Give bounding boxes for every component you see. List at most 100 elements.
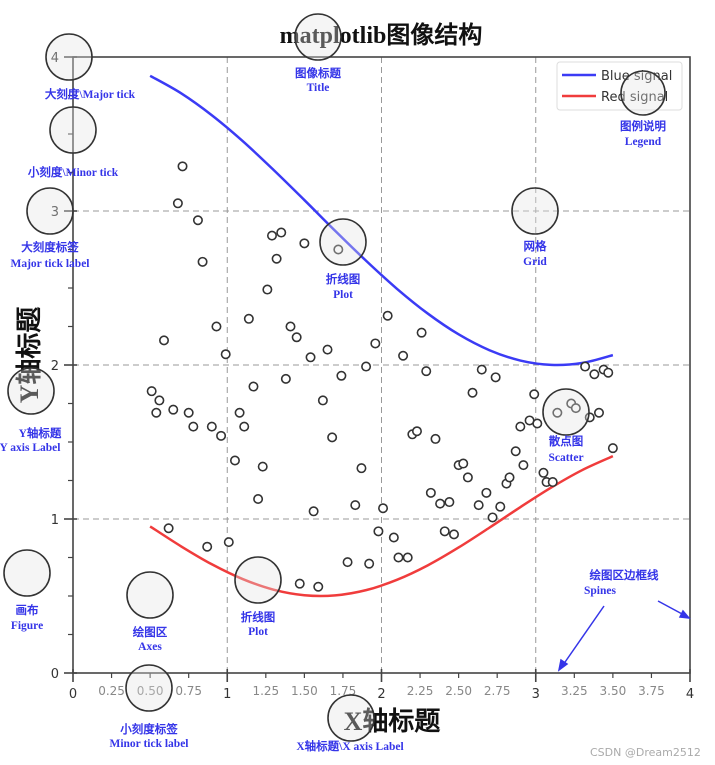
x-minor-tick-label: 3.50 xyxy=(600,684,627,698)
scatter-point xyxy=(435,498,446,509)
scatter-point xyxy=(163,523,174,534)
scatter-point xyxy=(430,433,441,444)
scatter-point xyxy=(589,369,600,380)
scatter-point xyxy=(364,558,375,569)
y-major-tick-label: 0 xyxy=(51,667,59,682)
x-minor-tick-label: 1.25 xyxy=(252,684,279,698)
scatter-annotation-en: Scatter xyxy=(548,452,583,464)
red-signal-line xyxy=(149,455,614,598)
scatter-point xyxy=(146,386,157,397)
scatter-point xyxy=(448,529,459,540)
chart-title: matplotlib图像结构 xyxy=(280,21,483,49)
scatter-point xyxy=(220,349,231,360)
scatter-point xyxy=(327,432,338,443)
ylabel-marker xyxy=(7,367,55,415)
plot-annotation-cn-2: 折线图 xyxy=(241,610,276,624)
scatter-point xyxy=(356,463,367,474)
x-minor-tick-label: 0.75 xyxy=(175,684,202,698)
scatter-point xyxy=(291,332,302,343)
axes-spines xyxy=(72,56,691,674)
ylabel-annotation-cn: Y轴标题 xyxy=(19,426,62,440)
scatter-point xyxy=(458,458,469,469)
scatter-point xyxy=(151,407,162,418)
scatter-point xyxy=(552,407,563,418)
scatter-point xyxy=(172,198,183,209)
scatter-point xyxy=(388,532,399,543)
scatter-point xyxy=(462,472,473,483)
scatter-point xyxy=(239,421,250,432)
scatter-point xyxy=(393,552,404,563)
legend-marker xyxy=(620,70,666,116)
axes-annotation-cn: 绘图区 xyxy=(133,625,168,639)
y-major-tick-label: 4 xyxy=(51,51,59,66)
y-major-tick-label: 2 xyxy=(51,359,59,374)
scatter-point xyxy=(411,426,422,437)
scatter-point xyxy=(467,387,478,398)
scatter-point xyxy=(361,361,372,372)
scatter-point xyxy=(382,310,393,321)
legend-red-label: Red signal xyxy=(601,90,668,105)
figure-marker xyxy=(3,549,51,597)
scatter-point xyxy=(607,443,618,454)
scatter-point xyxy=(223,537,234,548)
scatter-point xyxy=(313,581,324,592)
scatter-point xyxy=(518,460,529,471)
scatter-point xyxy=(253,493,264,504)
scatter-point xyxy=(490,372,501,383)
major-tick-label-marker xyxy=(26,187,74,235)
scatter-point xyxy=(188,421,199,432)
minor-tick-label-annotation-en: Minor tick label xyxy=(109,738,188,750)
x-minor-tick-label: 0.50 xyxy=(137,684,164,698)
grid-marker xyxy=(511,187,559,235)
legend: Blue signal Red signal xyxy=(556,61,683,111)
scatter-point xyxy=(473,500,484,511)
scatter-point xyxy=(476,364,487,375)
scatter-point xyxy=(248,381,259,392)
scatter-point xyxy=(177,161,188,172)
minor-tick-label-annotation-cn: 小刻度标签 xyxy=(119,722,178,736)
spines-annotation-en: Spines xyxy=(584,585,616,597)
grid-annotation-cn: 网格 xyxy=(524,239,547,253)
title-annotation-cn: 图像标题 xyxy=(295,66,341,80)
scatter-point xyxy=(234,407,245,418)
y-axis-label: Y轴标题 xyxy=(15,307,44,404)
series xyxy=(146,74,618,598)
y-major-tick-label: 3 xyxy=(51,205,59,220)
scatter-point xyxy=(192,215,203,226)
legend-annotation-cn: 图例说明 xyxy=(620,119,666,133)
scatter-point xyxy=(425,487,436,498)
minor-tick-label-marker xyxy=(125,664,173,712)
plot-annotation-en: Plot xyxy=(333,289,353,301)
scatter-point xyxy=(229,455,240,466)
title-marker xyxy=(294,13,342,61)
scatter-point xyxy=(593,407,604,418)
x-major-tick-label: 2 xyxy=(377,687,385,702)
scatter-point xyxy=(529,389,540,400)
scatter-point xyxy=(159,335,170,346)
major-tick-label-annotation-en: Major tick label xyxy=(11,258,90,270)
scatter-point xyxy=(262,284,273,295)
scatter-point xyxy=(202,541,213,552)
scatter-point xyxy=(538,467,549,478)
scatter-point xyxy=(421,366,432,377)
ticks: 012340.250.500.751.251.501.752.252.502.7… xyxy=(51,51,694,702)
y-major-tick-label: 1 xyxy=(51,513,59,528)
minor-tick-annotation: 小刻度\Minor tick xyxy=(27,165,119,179)
scatter-annotation-cn: 散点图 xyxy=(549,434,584,448)
scatter-point xyxy=(294,578,305,589)
scatter-point xyxy=(211,321,222,332)
scatter-point xyxy=(439,526,450,537)
x-minor-tick-label: 2.75 xyxy=(484,684,511,698)
scatter-point xyxy=(532,418,543,429)
scatter-point xyxy=(333,244,344,255)
scatter-point xyxy=(243,313,254,324)
x-major-tick-label: 3 xyxy=(532,687,540,702)
axes-marker xyxy=(126,571,174,619)
scatter-point xyxy=(317,395,328,406)
x-major-tick-label: 4 xyxy=(686,687,694,702)
x-minor-tick-label: 2.25 xyxy=(407,684,434,698)
x-minor-tick-label: 1.50 xyxy=(291,684,318,698)
plot-marker-2 xyxy=(234,556,282,604)
scatter-point xyxy=(305,352,316,363)
